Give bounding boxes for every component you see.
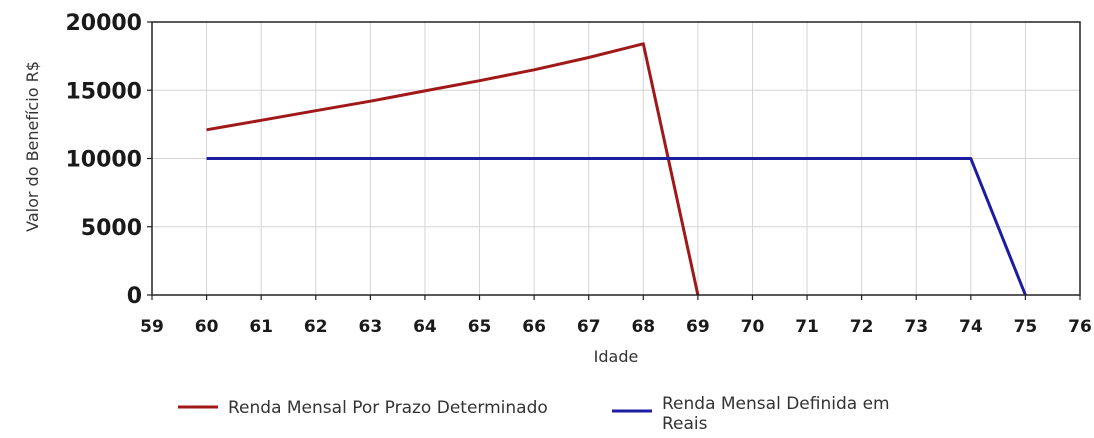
x-tick-label: 62 [304, 317, 328, 337]
x-tick-label: 69 [686, 317, 710, 337]
x-tick-label: 64 [413, 317, 437, 337]
x-tick-label: 61 [249, 317, 273, 337]
x-tick-label: 73 [904, 317, 928, 337]
x-tick-label: 59 [140, 317, 164, 337]
x-tick-label: 67 [577, 317, 601, 337]
x-tick-label: 71 [795, 317, 819, 337]
x-tick-label: 66 [522, 317, 546, 337]
series-group [206, 42, 1027, 296]
x-tick-label: 68 [631, 317, 655, 337]
y-tick-label: 5000 [81, 216, 142, 241]
axis-ticks: 59 60 61 62 63 64 65 66 67 68 69 70 71 72 73 74 75 76 0 500… [65, 11, 1091, 337]
legend-label-1: Renda Mensal Por Prazo Determinado [228, 398, 548, 418]
y-tick-label: 20000 [65, 11, 142, 36]
legend-label-2: Reais [662, 414, 708, 434]
y-tick-label: 15000 [65, 79, 142, 104]
x-tick-label: 70 [741, 317, 765, 337]
x-tick-label: 76 [1068, 317, 1092, 337]
y-axis-label: Valor do Benefício R$ [23, 61, 42, 232]
legend: Renda Mensal Por Prazo Determinado Renda … [178, 394, 890, 434]
y-tick-label: 10000 [65, 148, 142, 173]
x-tick-label: 75 [1014, 317, 1038, 337]
x-tick-label: 65 [468, 317, 492, 337]
x-axis-label: Idade [594, 347, 639, 366]
x-tick-label: 72 [850, 317, 874, 337]
series-line-1 [206, 42, 700, 296]
y-tick-label: 0 [127, 284, 142, 309]
series-line-2 [206, 157, 1027, 296]
x-tick-label: 74 [959, 317, 983, 337]
legend-label-2: Renda Mensal Definida em [662, 394, 890, 414]
x-tick-label: 63 [359, 317, 383, 337]
x-tick-label: 60 [195, 317, 219, 337]
